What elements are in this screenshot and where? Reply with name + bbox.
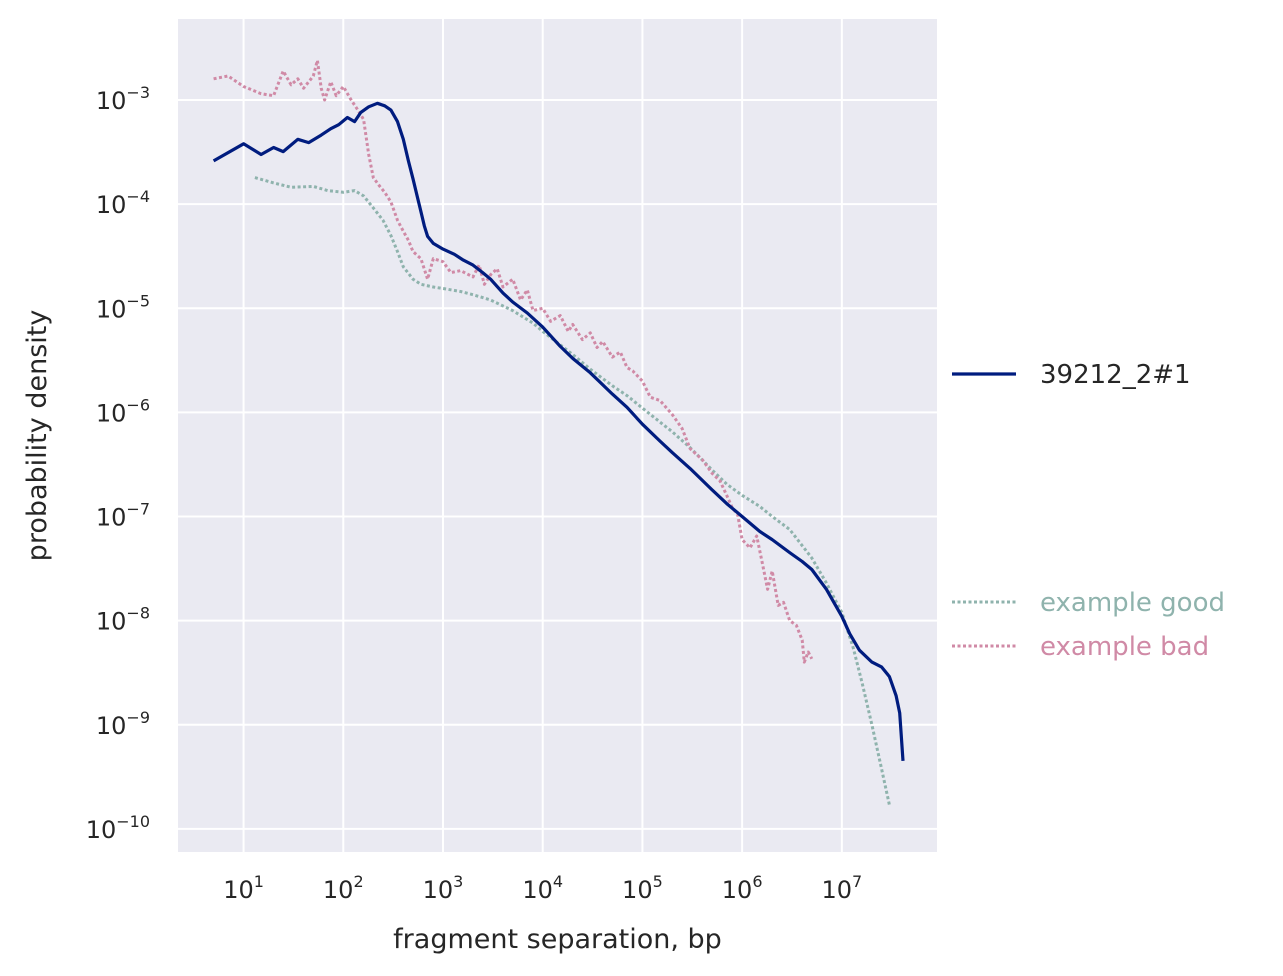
x-tick-labels: 101 102 103 104 105 106 107 — [223, 872, 862, 904]
legend-label-1: example good — [1040, 588, 1225, 618]
y-tick-label: 10−4 — [96, 187, 150, 219]
x-tick-label: 103 — [423, 872, 464, 904]
y-tick-label: 10−5 — [96, 291, 150, 323]
x-tick-label: 106 — [722, 872, 763, 904]
series-lines — [212, 58, 905, 806]
y-tick-label: 10−3 — [96, 83, 150, 115]
x-tick-label: 105 — [622, 872, 663, 904]
series-line-1 — [254, 176, 891, 806]
x-tick-label: 104 — [522, 872, 563, 904]
y-tick-label: 10−8 — [96, 604, 150, 636]
y-axis-label: probability density — [22, 310, 53, 562]
y-tick-label: 10−10 — [86, 812, 150, 844]
legend-label-0: 39212_2#1 — [1040, 360, 1191, 390]
legend-label-2: example bad — [1040, 632, 1209, 662]
y-tick-label: 10−7 — [96, 500, 150, 532]
y-tick-labels: 10−3 10−4 10−5 10−6 10−7 10−8 10−9 10−10 — [86, 83, 150, 844]
x-tick-label: 101 — [223, 872, 264, 904]
x-tick-label: 102 — [323, 872, 364, 904]
grid-lines — [178, 19, 937, 852]
x-tick-label: 107 — [821, 872, 862, 904]
plot-area — [178, 19, 937, 852]
series-line-0 — [212, 101, 905, 762]
y-tick-label: 10−9 — [96, 708, 150, 740]
x-axis-label: fragment separation, bp — [393, 924, 722, 955]
y-tick-label: 10−6 — [96, 395, 150, 427]
